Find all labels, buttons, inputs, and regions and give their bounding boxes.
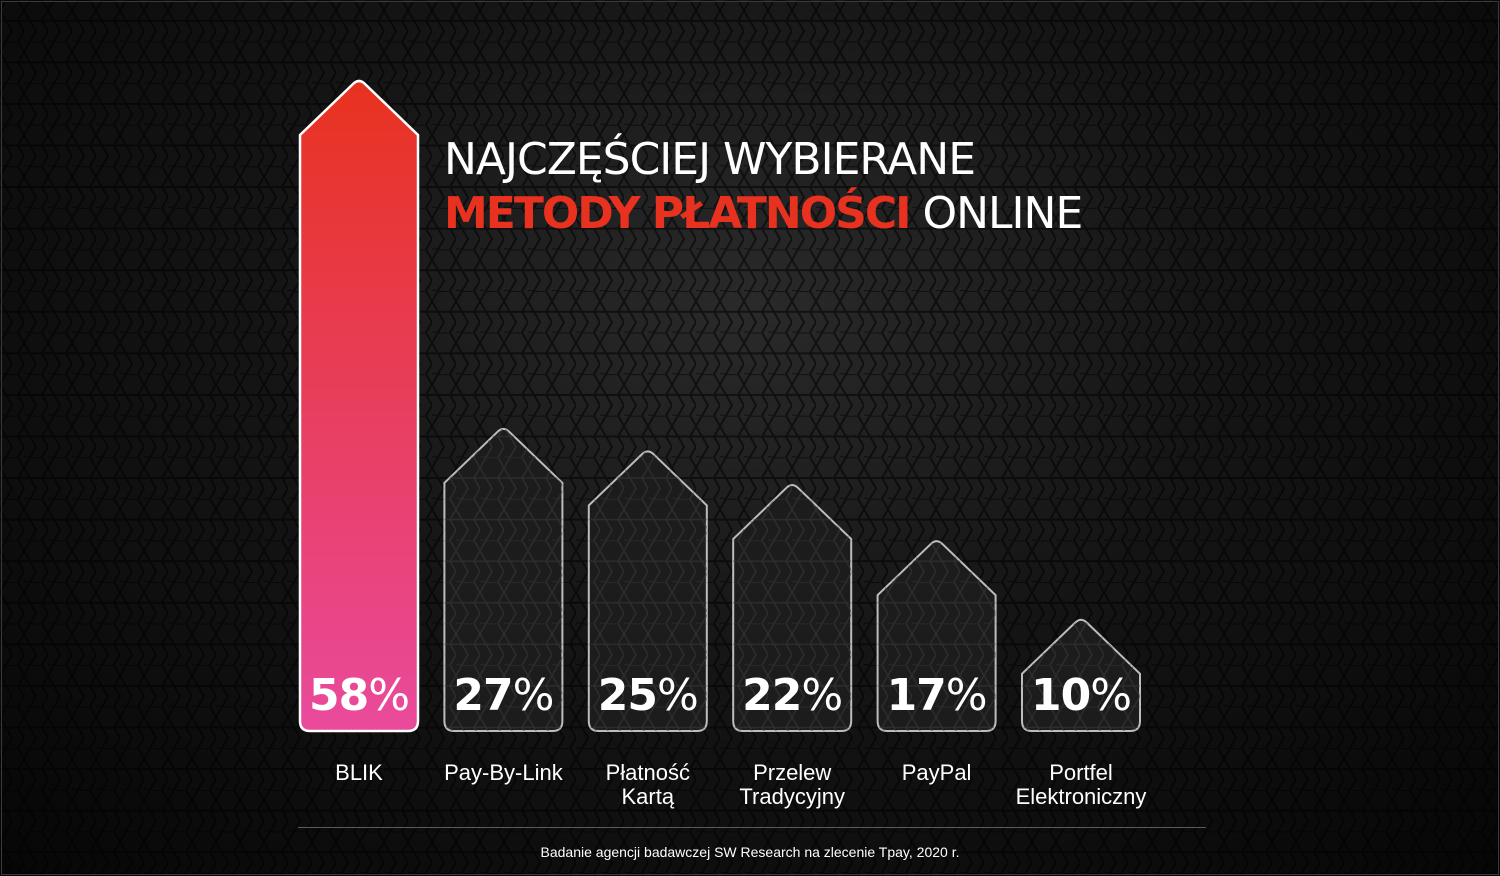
chart-title-accent: METODY PŁATNOŚCI — [444, 188, 911, 239]
bar-texture-p-atno-kart — [588, 451, 707, 731]
data-label-pay-by-link: 27% — [453, 670, 553, 721]
bar-texture-przelew-tradycyjny — [733, 485, 852, 731]
source-note: Badanie agencji badawczej SW Research na… — [540, 844, 960, 860]
category-label-pay-by-link: Pay-By-Link — [444, 760, 564, 785]
category-label-portfel-elektroniczny: Portfel Elektroniczny — [1016, 760, 1147, 809]
data-label-paypal: 17% — [887, 670, 987, 721]
data-label-p-atno-kart: 25% — [598, 670, 698, 721]
divider-line — [298, 827, 1206, 828]
bar-texture-pay-by-link — [444, 428, 563, 731]
data-label-przelew-tradycyjny: 22% — [742, 670, 842, 721]
bar-texture-portfel-elektroniczny — [1022, 619, 1140, 731]
bar-blik — [298, 79, 420, 733]
bar-texture-paypal — [877, 541, 996, 731]
chart-title-rest: ONLINE — [922, 188, 1084, 239]
chart-title-line-1: NAJCZĘŚCIEJ WYBIERANE — [444, 134, 976, 185]
category-label-blik: BLIK — [335, 760, 383, 785]
data-label-blik: 58% — [309, 670, 409, 721]
category-label-przelew-tradycyjny: Przelew Tradycyjny — [739, 760, 845, 809]
category-label-paypal: PayPal — [902, 760, 972, 785]
data-label-portfel-elektroniczny: 10% — [1031, 670, 1131, 721]
category-label-p-atno-kart: Płatność Kartą — [606, 760, 690, 809]
chart-title-line-2: METODY PŁATNOŚCI ONLINE — [444, 188, 1084, 239]
